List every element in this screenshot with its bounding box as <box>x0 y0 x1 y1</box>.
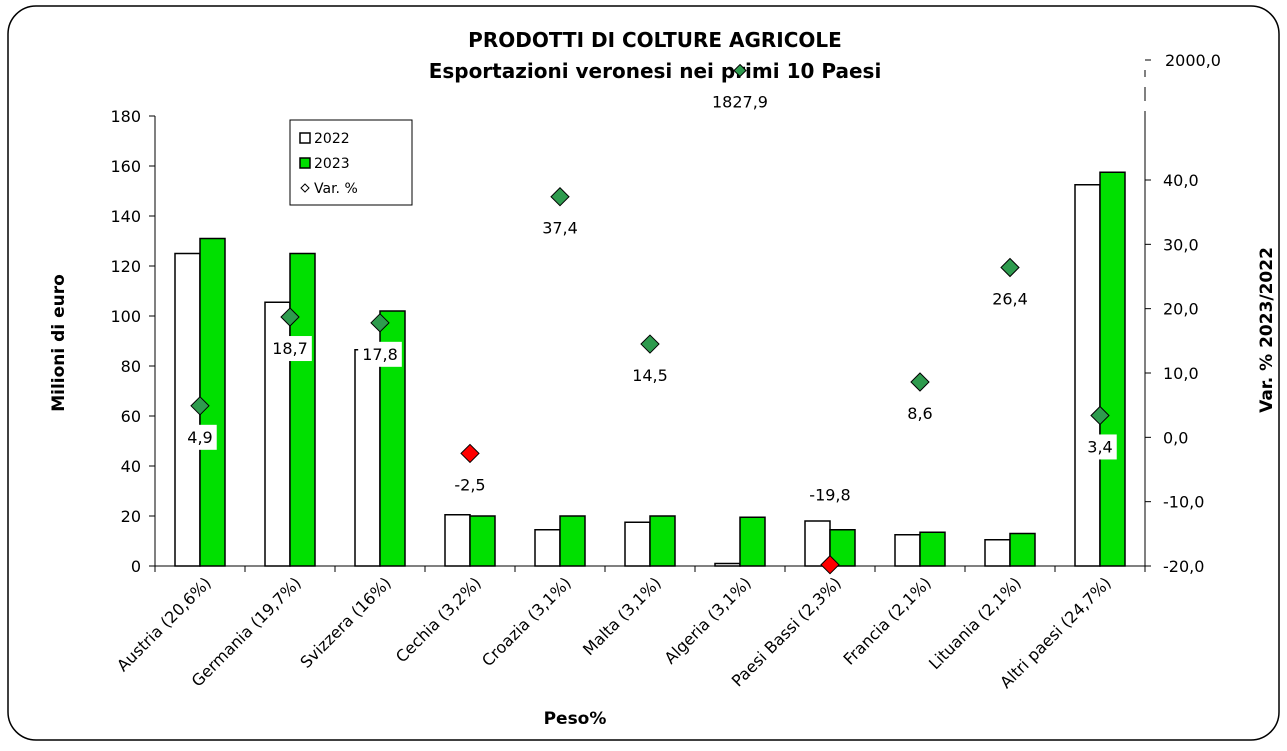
legend-swatch <box>299 132 311 144</box>
y2-tick-label: 0,0 <box>1163 428 1188 447</box>
data-label-bg <box>903 401 937 427</box>
bar <box>894 534 921 567</box>
y-tick-label: 120 <box>110 257 141 276</box>
data-label: 17,8 <box>362 345 398 364</box>
data-label-bg <box>268 336 312 362</box>
bar <box>1074 184 1101 567</box>
chart-title: PRODOTTI DI COLTURE AGRICOLE <box>468 28 842 52</box>
data-label: 14,5 <box>632 366 668 385</box>
data-label: -2,5 <box>454 475 485 494</box>
data-label: 18,7 <box>272 339 308 358</box>
y-tick-label: 20 <box>121 507 141 526</box>
y2-tick-label: 20,0 <box>1163 300 1199 319</box>
y-tick-label: 0 <box>131 557 141 576</box>
y-tick-label: 180 <box>110 107 141 126</box>
bar <box>984 539 1011 567</box>
data-label: 26,4 <box>992 289 1028 308</box>
bar <box>1009 532 1036 567</box>
bar <box>559 515 586 567</box>
marker <box>190 396 210 416</box>
legend-label: 2023 <box>314 156 350 172</box>
y2-tick-label: -20,0 <box>1163 557 1204 576</box>
bar <box>919 531 946 567</box>
data-label-bg <box>1083 434 1117 460</box>
y2-tick-label: 30,0 <box>1163 235 1199 254</box>
bar <box>739 516 766 567</box>
y-tick-label: 40 <box>121 457 141 476</box>
y2-tick-label: -10,0 <box>1163 493 1204 512</box>
x-axis-label: Peso% <box>544 709 607 729</box>
bar <box>1099 171 1126 567</box>
chart-subtitle: Esportazioni veronesi nei primi 10 Paesi <box>429 59 882 83</box>
y-tick-label: 140 <box>110 207 141 226</box>
data-label: 3,4 <box>1087 437 1112 456</box>
data-label-bg <box>538 215 582 241</box>
bar <box>469 515 496 567</box>
bar <box>534 529 561 567</box>
bar <box>624 521 651 567</box>
data-label-bg <box>183 424 217 450</box>
legend-label: Var. % <box>314 181 358 197</box>
y-axis-label: Milioni di euro <box>49 274 69 412</box>
data-label-bg <box>450 472 490 498</box>
marker <box>550 187 570 207</box>
y-tick-label: 60 <box>121 407 141 426</box>
marker <box>820 555 840 575</box>
marker <box>1090 405 1110 426</box>
bar <box>289 252 316 567</box>
marker <box>910 372 930 392</box>
data-label-bg <box>628 363 672 389</box>
bar <box>804 520 831 567</box>
legend-swatch <box>299 157 311 169</box>
bar <box>714 562 741 567</box>
y-tick-label: 100 <box>110 307 141 326</box>
marker <box>280 307 300 327</box>
data-label-bg <box>988 286 1032 312</box>
data-label: -19,8 <box>809 486 850 505</box>
data-label: 37,4 <box>542 219 578 238</box>
marker <box>1000 257 1020 278</box>
y-tick-label: 80 <box>121 357 141 376</box>
y2-tick-label: 10,0 <box>1163 364 1199 383</box>
data-label: 8,6 <box>907 404 932 423</box>
legend-label: 2022 <box>314 131 350 147</box>
y-tick-label: 160 <box>110 157 141 176</box>
marker <box>460 443 480 464</box>
bar <box>649 515 676 567</box>
bar <box>444 514 471 567</box>
marker <box>640 334 660 354</box>
marker <box>370 313 390 333</box>
data-label-bg <box>708 89 772 115</box>
y2-tick-label: 2000,0 <box>1165 51 1221 70</box>
marker <box>733 63 747 78</box>
y2-tick-label: 40,0 <box>1163 171 1199 190</box>
data-label-bg <box>805 482 855 508</box>
legend-swatch <box>300 183 310 193</box>
data-label: 4,9 <box>187 428 212 447</box>
data-label: 1827,9 <box>712 93 768 112</box>
y2-axis-label: Var. % 2023/2022 <box>1257 247 1277 413</box>
bar <box>354 349 381 567</box>
data-label-bg <box>358 341 402 367</box>
